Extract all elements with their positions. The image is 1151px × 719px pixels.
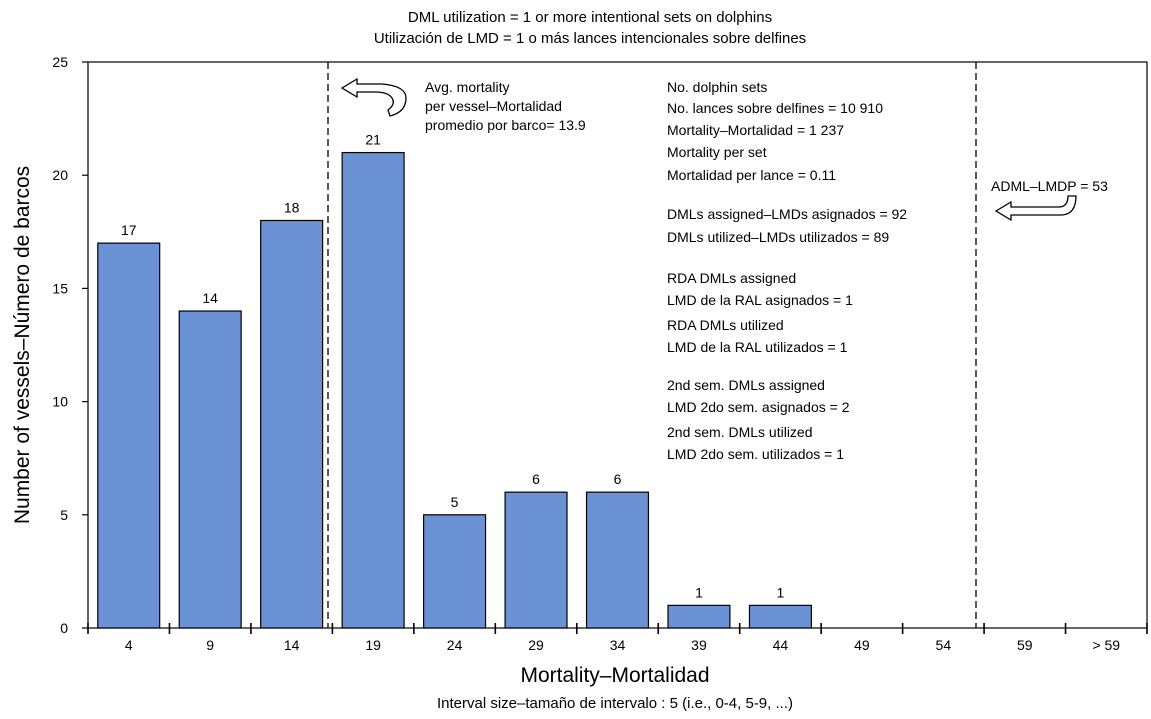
- x-tick-label: 49: [854, 637, 870, 653]
- x-tick-label: 19: [365, 637, 381, 653]
- avg-mortality-label-2: per vessel–Mortalidad: [425, 98, 562, 114]
- bar-labels-group: 17 14 18 21 5 6 6 1 1: [121, 132, 785, 601]
- x-tick-label: 4: [125, 637, 133, 653]
- bar: [260, 219, 324, 629]
- x-tick-label: 29: [528, 637, 544, 653]
- stat-line: No. dolphin sets: [667, 79, 767, 95]
- y-tick-label: 15: [52, 280, 68, 296]
- avg-mortality-label-1: Avg. mortality: [425, 79, 510, 95]
- bar-value-label: 6: [614, 471, 622, 487]
- stat-line: DMLs assigned–LMDs asignados = 92: [667, 206, 907, 222]
- stat-line: 2nd sem. DMLs utilized: [667, 424, 813, 440]
- stat-line: LMD 2do sem. utilizados = 1: [667, 446, 844, 462]
- y-tick-label: 0: [60, 620, 68, 636]
- bar-value-label: 6: [532, 471, 540, 487]
- bar: [667, 604, 731, 629]
- x-tick-label: 9: [206, 637, 214, 653]
- chart-title-line-2: Utilización de LMD = 1 o más lances inte…: [374, 30, 806, 47]
- x-axis-title: Mortality–Mortalidad: [520, 664, 709, 687]
- stat-line: DMLs utilized–LMDs utilizados = 89: [667, 229, 889, 245]
- stat-line: Mortality–Mortalidad = 1 237: [667, 122, 844, 138]
- bar: [748, 604, 812, 629]
- x-tick-label: 54: [936, 637, 952, 653]
- chart-title-line-1: DML utilization = 1 or more intentional …: [408, 9, 772, 26]
- bar: [341, 151, 405, 629]
- bar: [585, 491, 650, 629]
- stat-line: RDA DMLs assigned: [667, 270, 796, 286]
- x-axis-subnote: Interval size–tamaño de intervalo : 5 (i…: [437, 695, 793, 712]
- bar-value-label: 21: [365, 132, 381, 148]
- y-axis: 0 5 10 15 20 25: [52, 54, 88, 636]
- stat-line: No. lances sobre delfines = 10 910: [667, 100, 883, 116]
- bar: [504, 491, 568, 629]
- x-tick-label: 24: [447, 637, 463, 653]
- adml-arrow-icon: [994, 195, 1077, 222]
- y-tick-label: 20: [52, 167, 68, 183]
- bar-value-label: 18: [284, 199, 300, 215]
- bar-value-label: 1: [777, 584, 785, 600]
- stat-line: LMD de la RAL asignados = 1: [667, 292, 853, 308]
- bar-value-label: 17: [121, 222, 137, 238]
- stat-line: LMD de la RAL utilizados = 1: [667, 339, 848, 355]
- x-tick-label: 34: [610, 637, 626, 653]
- bars-group: [97, 151, 812, 629]
- stat-line: RDA DMLs utilized: [667, 317, 784, 333]
- stat-line: 2nd sem. DMLs assigned: [667, 377, 825, 393]
- avg-mortality-arrow-icon: [340, 77, 407, 117]
- adml-lmdp-label: ADML–LMDP = 53: [991, 178, 1108, 194]
- bar: [97, 242, 161, 629]
- stat-line: LMD 2do sem. asignados = 2: [667, 399, 850, 415]
- y-tick-label: 10: [52, 394, 68, 410]
- y-axis-title: Number of vessels–Número de barcos: [11, 166, 34, 524]
- bar: [178, 310, 242, 629]
- bar-value-label: 14: [202, 290, 218, 306]
- x-tick-label: 44: [773, 637, 789, 653]
- y-tick-label: 25: [52, 54, 68, 70]
- x-tick-label: 59: [1017, 637, 1033, 653]
- bar-value-label: 1: [695, 584, 703, 600]
- x-axis: 4 9 14 19 24 29 34 39 44 49 54 59 > 59: [87, 623, 1148, 653]
- y-tick-label: 5: [60, 507, 68, 523]
- bar: [423, 514, 487, 629]
- avg-mortality-label-3: promedio por barco= 13.9: [425, 117, 586, 133]
- x-tick-label: 39: [691, 637, 707, 653]
- stat-line: Mortality per set: [667, 144, 767, 160]
- bar-value-label: 5: [451, 494, 459, 510]
- x-tick-label: 14: [284, 637, 300, 653]
- stat-line: Mortalidad per lance = 0.11: [667, 167, 836, 183]
- x-tick-label: > 59: [1092, 637, 1120, 653]
